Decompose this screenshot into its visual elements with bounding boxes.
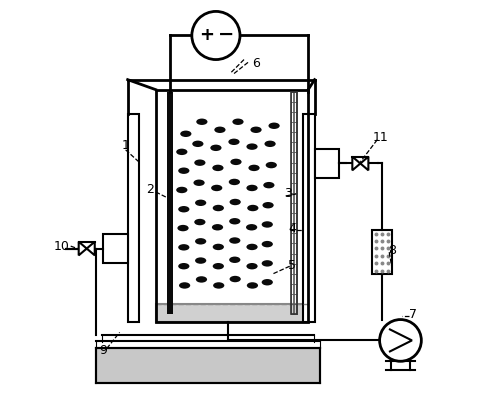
Ellipse shape — [178, 225, 189, 231]
Ellipse shape — [194, 160, 205, 166]
Ellipse shape — [180, 130, 191, 137]
Ellipse shape — [192, 141, 203, 147]
Polygon shape — [360, 157, 368, 170]
Ellipse shape — [264, 141, 276, 147]
Polygon shape — [87, 242, 95, 255]
Bar — [304, 114, 315, 322]
Ellipse shape — [178, 206, 189, 213]
Ellipse shape — [263, 202, 274, 208]
Ellipse shape — [262, 241, 273, 247]
Ellipse shape — [179, 282, 190, 289]
Text: 9: 9 — [99, 344, 107, 357]
Bar — [156, 90, 308, 322]
Ellipse shape — [229, 218, 241, 225]
Polygon shape — [79, 242, 87, 255]
Ellipse shape — [250, 126, 262, 133]
Text: +: + — [200, 26, 215, 44]
Ellipse shape — [268, 122, 280, 129]
Ellipse shape — [262, 260, 273, 267]
Text: 10: 10 — [54, 240, 69, 252]
Ellipse shape — [213, 282, 224, 289]
Ellipse shape — [214, 126, 225, 133]
Text: 6: 6 — [252, 57, 260, 70]
Bar — [156, 90, 308, 304]
Ellipse shape — [230, 159, 242, 165]
Ellipse shape — [178, 168, 189, 174]
Ellipse shape — [178, 263, 189, 269]
Ellipse shape — [229, 237, 241, 244]
Bar — [372, 230, 392, 274]
Ellipse shape — [262, 279, 273, 286]
Ellipse shape — [195, 257, 206, 264]
Ellipse shape — [246, 143, 258, 150]
Ellipse shape — [195, 238, 206, 244]
Bar — [156, 304, 308, 322]
Text: 11: 11 — [372, 131, 388, 144]
Ellipse shape — [212, 165, 224, 171]
Ellipse shape — [178, 244, 189, 250]
Text: −: − — [218, 25, 234, 44]
Ellipse shape — [229, 199, 241, 205]
Text: 5: 5 — [288, 259, 296, 272]
Ellipse shape — [229, 179, 240, 185]
Ellipse shape — [246, 185, 258, 191]
Text: 7: 7 — [408, 308, 417, 321]
Ellipse shape — [247, 205, 259, 211]
Bar — [96, 348, 320, 383]
Ellipse shape — [195, 200, 206, 206]
Ellipse shape — [213, 244, 224, 250]
Ellipse shape — [176, 187, 187, 193]
Ellipse shape — [248, 165, 260, 171]
Bar — [128, 114, 139, 322]
Text: 8: 8 — [388, 244, 396, 257]
Ellipse shape — [213, 205, 224, 211]
Ellipse shape — [246, 263, 258, 269]
Circle shape — [192, 11, 240, 59]
Text: 4: 4 — [288, 221, 296, 235]
Circle shape — [380, 320, 421, 361]
Bar — [315, 149, 340, 178]
Ellipse shape — [228, 139, 240, 145]
Ellipse shape — [232, 118, 244, 125]
Ellipse shape — [229, 257, 241, 263]
Ellipse shape — [196, 118, 207, 125]
Ellipse shape — [265, 162, 277, 168]
Ellipse shape — [210, 145, 222, 151]
Ellipse shape — [213, 263, 224, 269]
Ellipse shape — [193, 179, 204, 186]
Ellipse shape — [212, 224, 223, 231]
Ellipse shape — [246, 244, 258, 250]
Text: 2: 2 — [146, 183, 154, 196]
Bar — [291, 92, 297, 314]
Bar — [167, 92, 173, 314]
Ellipse shape — [247, 282, 258, 289]
Ellipse shape — [196, 276, 207, 283]
Text: 3: 3 — [284, 187, 292, 200]
Ellipse shape — [176, 149, 187, 155]
Polygon shape — [352, 157, 360, 170]
Ellipse shape — [262, 221, 273, 228]
Ellipse shape — [194, 219, 205, 225]
Text: 1: 1 — [122, 139, 130, 152]
Bar — [103, 234, 128, 263]
Ellipse shape — [246, 224, 257, 231]
Ellipse shape — [229, 276, 241, 282]
Ellipse shape — [211, 185, 223, 191]
Ellipse shape — [263, 182, 274, 188]
